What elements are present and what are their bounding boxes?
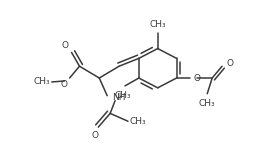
Text: O: O (61, 80, 68, 89)
Text: O: O (92, 131, 99, 140)
Text: CH₃: CH₃ (115, 91, 131, 100)
Text: CH₃: CH₃ (199, 99, 216, 108)
Text: CH₃: CH₃ (130, 117, 147, 126)
Text: O: O (62, 41, 69, 49)
Text: CH₃: CH₃ (149, 20, 166, 29)
Text: O: O (193, 73, 200, 82)
Text: CH₃: CH₃ (33, 77, 50, 86)
Text: O: O (226, 59, 233, 68)
Text: NH: NH (112, 93, 126, 102)
